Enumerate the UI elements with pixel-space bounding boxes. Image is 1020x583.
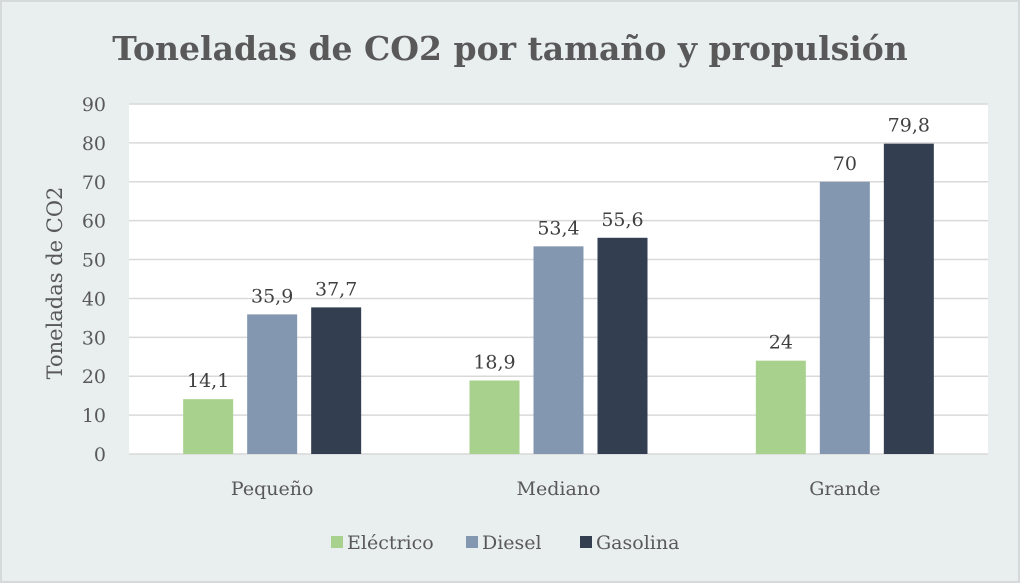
chart-title: Toneladas de CO2 por tamaño y propulsión bbox=[112, 29, 907, 68]
y-axis-ticks: 0 10 20 30 40 50 60 70 80 90 bbox=[82, 94, 106, 466]
bar bbox=[469, 380, 520, 454]
data-label: 24 bbox=[769, 332, 793, 354]
y-tick-label: 70 bbox=[82, 172, 106, 194]
bar bbox=[183, 399, 234, 454]
data-label: 14,1 bbox=[187, 370, 229, 392]
y-tick-label: 40 bbox=[82, 288, 106, 310]
y-tick-label: 50 bbox=[82, 250, 106, 272]
legend-item: Eléctrico bbox=[331, 532, 434, 554]
y-tick-label: 30 bbox=[82, 327, 106, 349]
data-label: 70 bbox=[833, 153, 857, 175]
data-label: 18,9 bbox=[473, 352, 515, 374]
bar bbox=[247, 314, 298, 454]
y-tick-label: 0 bbox=[94, 444, 106, 466]
legend-swatch bbox=[466, 536, 478, 548]
y-tick-label: 20 bbox=[82, 366, 106, 388]
legend-label: Eléctrico bbox=[347, 532, 434, 554]
legend: Eléctrico Diesel Gasolina bbox=[331, 532, 679, 554]
y-tick-label: 80 bbox=[82, 133, 106, 155]
data-label: 53,4 bbox=[537, 217, 579, 239]
y-tick-label: 10 bbox=[82, 405, 106, 427]
x-category-label: Mediano bbox=[517, 478, 601, 500]
y-axis-label: Toneladas de CO2 bbox=[43, 187, 67, 380]
data-label: 79,8 bbox=[888, 115, 930, 137]
data-labels: 14,1 35,9 37,7 18,9 53,4 55,6 24 70 79,8 bbox=[187, 115, 930, 392]
data-label: 37,7 bbox=[315, 278, 357, 300]
bars bbox=[183, 143, 934, 454]
legend-label: Diesel bbox=[482, 532, 542, 554]
bar bbox=[883, 143, 934, 454]
y-tick-label: 90 bbox=[82, 94, 106, 116]
data-label: 55,6 bbox=[601, 209, 643, 231]
bar bbox=[819, 181, 870, 454]
legend-swatch bbox=[580, 536, 592, 548]
legend-swatch bbox=[331, 536, 343, 548]
bar bbox=[311, 307, 362, 454]
x-axis-categories: Pequeño Mediano Grande bbox=[231, 478, 881, 500]
x-category-label: Grande bbox=[809, 478, 880, 500]
legend-label: Gasolina bbox=[596, 532, 679, 554]
y-tick-label: 60 bbox=[82, 211, 106, 233]
legend-item: Diesel bbox=[466, 532, 542, 554]
x-category-label: Pequeño bbox=[231, 478, 314, 500]
bar bbox=[533, 246, 584, 454]
bar bbox=[597, 237, 648, 454]
bar bbox=[755, 360, 806, 454]
data-label: 35,9 bbox=[251, 285, 293, 307]
legend-item: Gasolina bbox=[580, 532, 679, 554]
